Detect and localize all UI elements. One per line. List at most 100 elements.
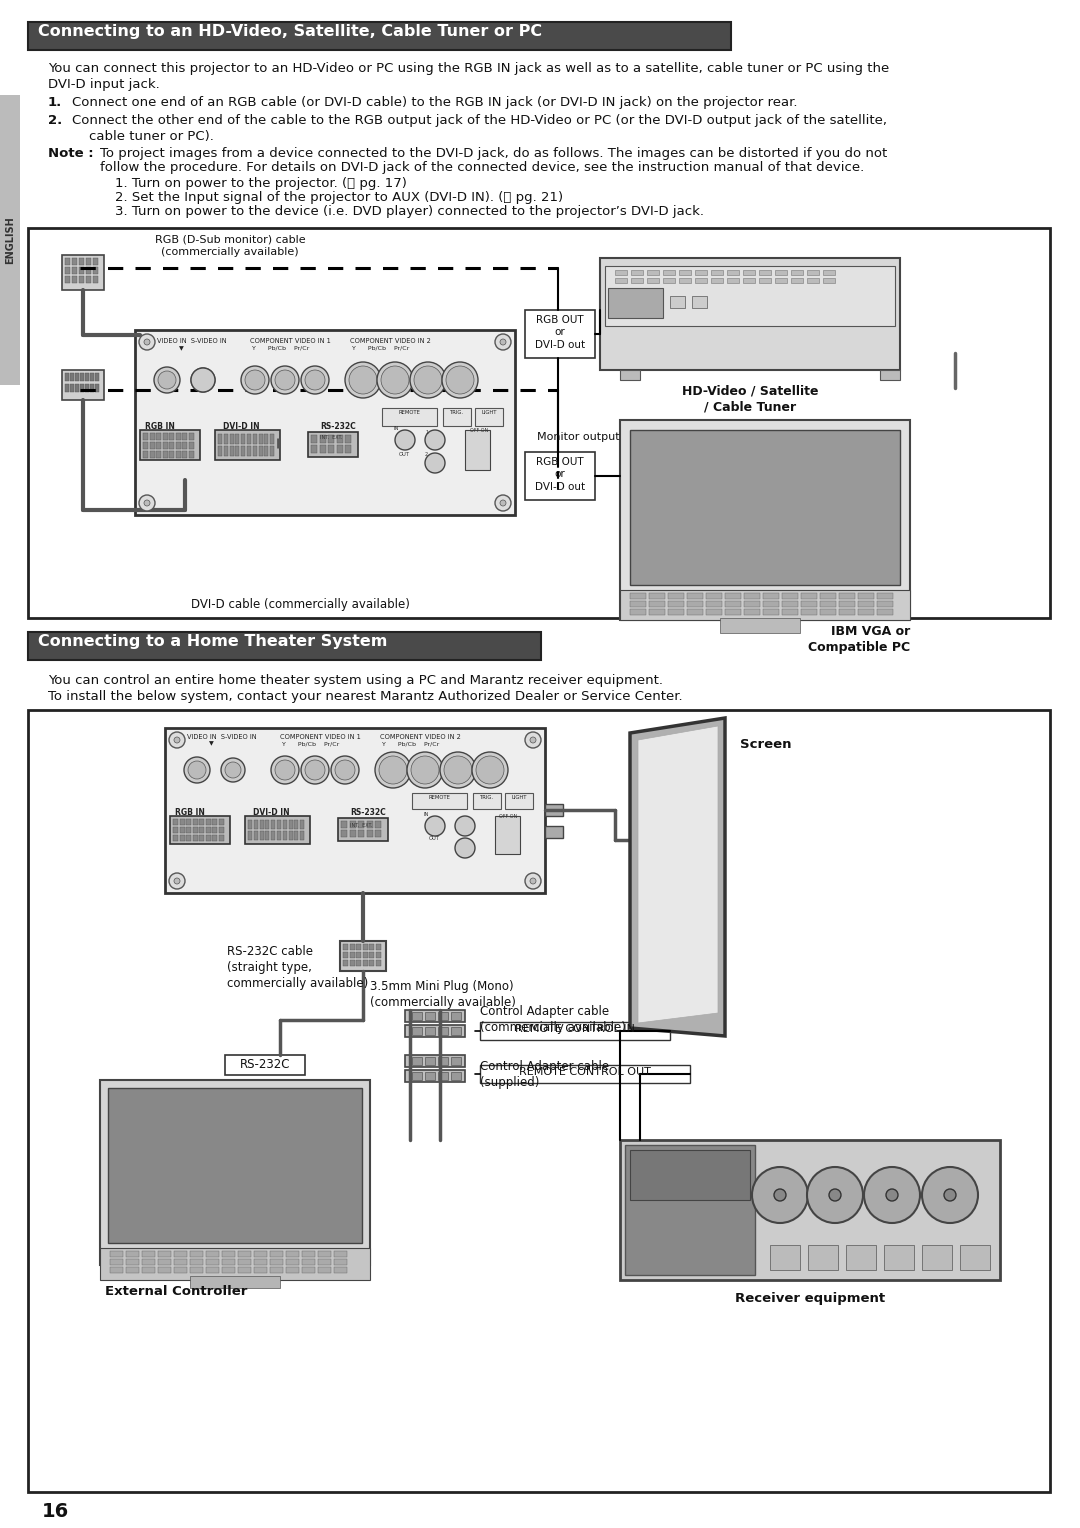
- Bar: [158, 1259, 171, 1265]
- Bar: [156, 442, 161, 449]
- Bar: [156, 451, 161, 458]
- Bar: [775, 278, 787, 283]
- Text: Note :: Note :: [48, 147, 94, 160]
- Circle shape: [410, 362, 446, 397]
- Bar: [86, 267, 91, 274]
- Bar: [245, 816, 310, 843]
- Circle shape: [444, 756, 472, 784]
- Text: RGB (D-Sub monitor) cable
(commercially available): RGB (D-Sub monitor) cable (commercially …: [154, 235, 306, 257]
- Circle shape: [221, 758, 245, 782]
- Bar: [782, 593, 798, 599]
- Bar: [75, 384, 79, 393]
- Bar: [620, 1140, 1000, 1280]
- Bar: [922, 1245, 951, 1270]
- Text: COMPONENT VIDEO IN 1: COMPONENT VIDEO IN 1: [280, 733, 361, 740]
- Bar: [283, 831, 287, 840]
- Bar: [649, 610, 665, 614]
- Bar: [823, 278, 835, 283]
- Bar: [631, 270, 643, 275]
- Bar: [271, 821, 275, 830]
- Bar: [762, 610, 779, 614]
- Circle shape: [440, 752, 476, 788]
- Bar: [173, 827, 178, 833]
- Bar: [222, 1267, 235, 1273]
- Bar: [149, 451, 154, 458]
- Bar: [759, 278, 771, 283]
- Bar: [179, 819, 185, 825]
- Text: DVI-D input jack.: DVI-D input jack.: [48, 78, 160, 92]
- Bar: [79, 258, 84, 264]
- Text: cable tuner or PC).: cable tuner or PC).: [89, 130, 214, 144]
- Bar: [405, 1010, 465, 1022]
- Text: REMOTE CONTROL OUT: REMOTE CONTROL OUT: [519, 1067, 651, 1077]
- Text: ▼: ▼: [187, 741, 214, 746]
- Bar: [411, 1073, 422, 1080]
- Bar: [179, 834, 185, 840]
- Bar: [170, 816, 230, 843]
- Bar: [206, 1267, 219, 1273]
- Circle shape: [139, 495, 156, 510]
- Circle shape: [241, 367, 269, 394]
- Bar: [190, 1259, 203, 1265]
- Bar: [725, 593, 741, 599]
- Circle shape: [495, 335, 511, 350]
- Bar: [189, 442, 193, 449]
- Bar: [505, 793, 534, 808]
- Bar: [801, 601, 816, 607]
- Bar: [791, 270, 804, 275]
- Bar: [168, 451, 174, 458]
- Circle shape: [191, 368, 215, 393]
- Text: 2. Set the Input signal of the projector to AUX (DVI-D IN). (❗ pg. 21): 2. Set the Input signal of the projector…: [114, 191, 563, 205]
- Bar: [320, 435, 325, 443]
- Circle shape: [944, 1189, 956, 1201]
- Bar: [350, 821, 355, 828]
- Circle shape: [530, 879, 536, 885]
- Bar: [110, 1251, 123, 1258]
- Bar: [149, 432, 154, 440]
- Bar: [302, 1259, 315, 1265]
- Bar: [270, 446, 274, 455]
- Circle shape: [752, 1167, 808, 1222]
- Circle shape: [414, 367, 442, 394]
- Bar: [687, 601, 703, 607]
- Bar: [405, 1025, 465, 1038]
- Bar: [218, 434, 222, 445]
- Text: COMPONENT VIDEO IN 1: COMPONENT VIDEO IN 1: [249, 338, 330, 344]
- Text: follow the procedure. For details on DVI-D jack of the connected device, see the: follow the procedure. For details on DVI…: [100, 160, 864, 174]
- Circle shape: [301, 367, 329, 394]
- Circle shape: [395, 429, 415, 451]
- Bar: [174, 1267, 187, 1273]
- Bar: [649, 593, 665, 599]
- Circle shape: [455, 837, 475, 859]
- Bar: [311, 435, 318, 443]
- Bar: [222, 1251, 235, 1258]
- Bar: [405, 1070, 465, 1082]
- Bar: [28, 633, 541, 660]
- Bar: [369, 952, 374, 958]
- Bar: [480, 1022, 670, 1041]
- Bar: [266, 821, 269, 830]
- Text: DVI-D IN: DVI-D IN: [253, 808, 289, 817]
- Circle shape: [271, 756, 299, 784]
- Bar: [265, 434, 269, 445]
- Bar: [744, 601, 760, 607]
- Bar: [706, 593, 723, 599]
- Bar: [253, 446, 257, 455]
- Bar: [247, 434, 251, 445]
- Bar: [90, 373, 94, 380]
- Bar: [357, 830, 364, 837]
- Text: 2: 2: [426, 452, 428, 457]
- Bar: [199, 827, 204, 833]
- Bar: [411, 1012, 422, 1021]
- Bar: [495, 816, 519, 854]
- Circle shape: [495, 495, 511, 510]
- Text: OFF ON: OFF ON: [499, 814, 517, 819]
- Bar: [308, 432, 357, 457]
- Bar: [248, 821, 252, 830]
- Bar: [259, 821, 264, 830]
- Bar: [350, 952, 354, 958]
- Text: ▼: ▼: [157, 345, 184, 351]
- Bar: [782, 601, 798, 607]
- Bar: [65, 384, 68, 393]
- Text: ENGLISH: ENGLISH: [5, 215, 15, 264]
